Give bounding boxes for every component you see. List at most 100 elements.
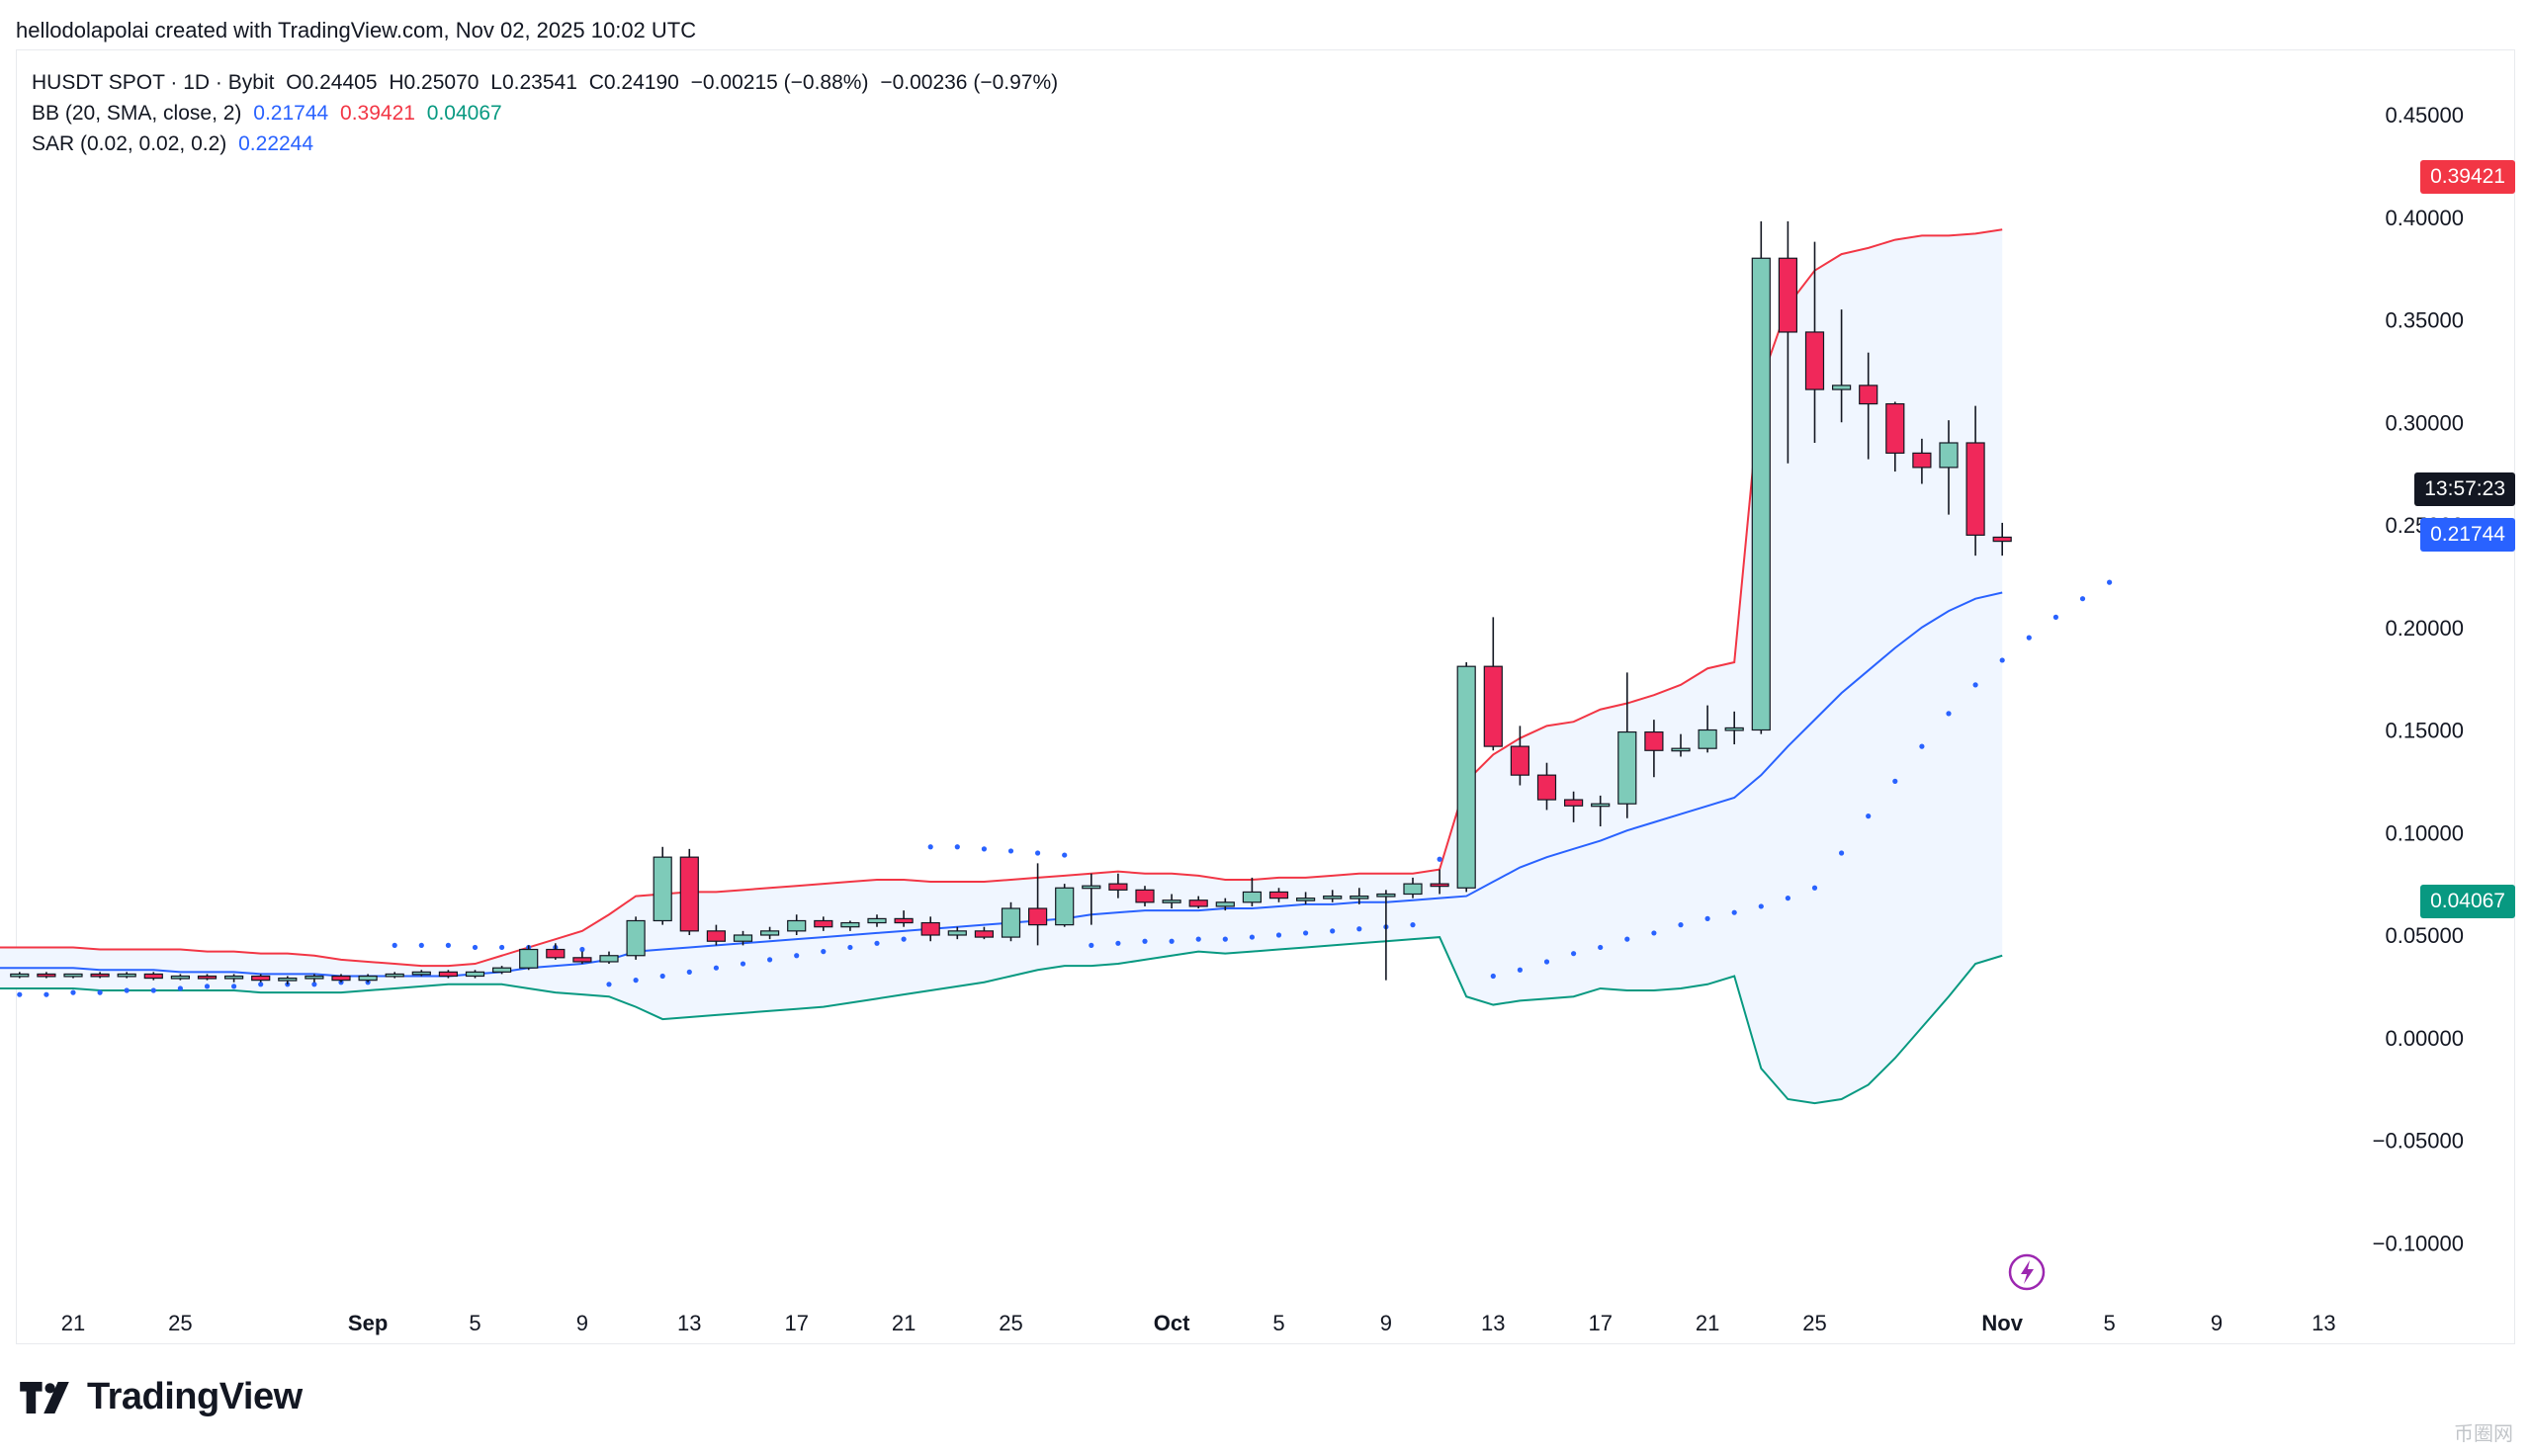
legend-change-2: −0.00236 (−0.97%)	[880, 71, 1059, 94]
x-tick-label: 9	[2211, 1311, 2223, 1335]
candle-body	[1055, 887, 1075, 926]
candle-body	[1162, 899, 1181, 903]
sar-dot	[1089, 942, 1094, 948]
candle-body	[1430, 883, 1449, 888]
sar-dot	[2079, 596, 2086, 602]
candle-body	[1724, 727, 1744, 731]
sar-dot	[1303, 930, 1309, 936]
candle-body	[1456, 665, 1476, 889]
candle-body	[519, 948, 539, 969]
candle-body	[1483, 665, 1503, 747]
sar-dot	[686, 969, 692, 975]
candle-body	[814, 919, 833, 928]
legend-symbol[interactable]: HUSDT SPOT · 1D · Bybit	[32, 71, 275, 94]
legend-change-1: −0.00215 (−0.88%)	[690, 71, 869, 94]
candle-body	[546, 948, 566, 959]
x-tick-label: Nov	[1981, 1311, 2023, 1335]
sar-dot	[1811, 885, 1818, 891]
price-tag-countdown: 13:57:23	[2414, 472, 2515, 506]
candle-body	[170, 975, 190, 980]
candle-body	[1778, 257, 1798, 333]
legend-sar-label[interactable]: SAR (0.02, 0.02, 0.2)	[32, 132, 227, 155]
sar-dot	[1678, 922, 1684, 928]
sar-dot	[124, 987, 130, 993]
sar-dot	[1356, 926, 1362, 932]
sar-dot	[1142, 938, 1148, 944]
sar-dot	[981, 846, 988, 852]
sar-dot	[1169, 938, 1175, 944]
candle-body	[1859, 385, 1878, 405]
sar-dot	[1330, 928, 1336, 934]
x-tick-label: 21	[61, 1311, 85, 1335]
sar-dot	[177, 985, 183, 991]
candle-body	[117, 973, 136, 978]
x-tick-label: 25	[168, 1311, 192, 1335]
candle-body	[1671, 747, 1691, 752]
sar-dot	[740, 961, 746, 967]
candle-body	[1831, 385, 1852, 390]
candle-body	[1804, 331, 1825, 390]
candle-body	[197, 975, 218, 980]
price-tag-bb-basis: 0.21744	[2420, 518, 2515, 552]
sar-dot	[1866, 814, 1872, 819]
x-tick-label: 9	[1380, 1311, 1392, 1335]
sar-dot	[1249, 934, 1255, 940]
candle-body	[37, 973, 56, 978]
candle-body	[10, 973, 30, 978]
sar-dot	[1222, 936, 1228, 942]
sar-dot	[713, 965, 720, 971]
x-tick-label: 17	[1588, 1311, 1612, 1335]
sar-dot	[1062, 852, 1068, 858]
price-tag-bb-upper: 0.39421	[2420, 160, 2515, 194]
candle-body	[1295, 898, 1316, 901]
sar-dot	[1035, 850, 1041, 856]
candle-body	[706, 930, 727, 942]
y-tick-label: 0.05000	[2385, 923, 2464, 948]
sar-dot	[17, 991, 23, 997]
x-tick-label: 5	[1272, 1311, 1284, 1335]
y-tick-label: 0.35000	[2385, 308, 2464, 333]
candle-body	[1323, 895, 1343, 899]
candle-body	[653, 856, 672, 922]
candle-body	[947, 930, 967, 936]
candle-body	[251, 975, 271, 982]
legend-bb-basis: 0.21744	[253, 102, 329, 125]
legend-sar-row: SAR (0.02, 0.02, 0.2) 0.22244	[32, 128, 1064, 159]
sar-dot	[1195, 936, 1201, 942]
x-tick-label: 13	[1481, 1311, 1505, 1335]
lightning-icon[interactable]	[2008, 1253, 2046, 1291]
chart-panel[interactable]	[16, 49, 2515, 1344]
sar-dot	[874, 940, 880, 946]
sar-dot	[1946, 711, 1952, 717]
tradingview-logo[interactable]: TradingView	[20, 1376, 303, 1418]
bb-upper-line	[0, 228, 2003, 968]
candle-body	[1885, 402, 1905, 454]
candle-body	[1027, 907, 1048, 926]
candle-body	[63, 973, 83, 978]
x-tick-label: Sep	[348, 1311, 388, 1335]
sar-dot	[954, 844, 960, 850]
candle-body	[331, 975, 351, 982]
candle-body	[1698, 728, 1717, 749]
candle-body	[1965, 442, 1985, 536]
candle-body	[1188, 899, 1208, 907]
candle-body	[787, 919, 807, 932]
legend-bb-label[interactable]: BB (20, SMA, close, 2)	[32, 102, 242, 125]
bb-basis-line	[0, 591, 2003, 978]
sar-dot	[901, 936, 907, 942]
sar-dot	[1892, 778, 1898, 784]
candle-body	[679, 856, 699, 932]
candle-body	[1268, 891, 1289, 899]
price-tag-bb-lower: 0.04067	[2420, 885, 2515, 918]
sar-dot	[1731, 909, 1737, 915]
bb-fill-area	[0, 229, 2003, 1104]
candle-body	[1135, 889, 1155, 903]
candle-body	[733, 934, 753, 942]
sar-dot	[97, 989, 103, 995]
sar-dot	[1839, 850, 1845, 856]
sar-dot	[1758, 903, 1764, 909]
sar-dot	[633, 978, 639, 984]
sar-dot	[204, 984, 211, 989]
sar-dot	[499, 944, 505, 951]
